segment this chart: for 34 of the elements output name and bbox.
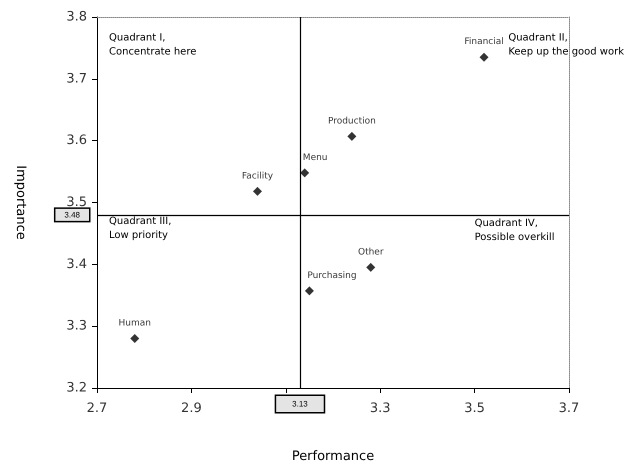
series-label: Other — [358, 247, 384, 258]
point — [480, 52, 489, 62]
y-tick-label: 3.7 — [66, 71, 87, 86]
x-tick-label: 3.3 — [370, 401, 391, 416]
annotation: Quadrant II, Keep up the good work — [508, 32, 624, 58]
x-tick-label: 2.9 — [181, 401, 202, 416]
y-tick-label: 3.6 — [66, 133, 87, 148]
y-axis-title: Importance — [13, 165, 28, 240]
series-label: Menu — [302, 152, 328, 163]
series-label: Production — [328, 116, 376, 126]
annotation: Quadrant III, Low priority — [109, 216, 172, 241]
point — [130, 334, 140, 344]
y-tick-label: 3.8 — [66, 10, 87, 24]
ref-line-label: 3.13 — [292, 400, 308, 408]
series-label: Human — [118, 318, 151, 329]
y-tick-label: 3.3 — [66, 318, 87, 334]
x-axis-title: Performance — [292, 449, 374, 464]
series-label: Financial — [464, 37, 504, 48]
point — [366, 262, 376, 272]
ref-line-label: 3.48 — [64, 210, 81, 220]
point — [300, 168, 310, 178]
x-tick-label: 3.7 — [558, 401, 580, 416]
annotation: Quadrant IV, Possible overkill — [474, 218, 554, 243]
y-tick-label: 3.5 — [66, 195, 87, 210]
x-tick-label: 2.7 — [86, 401, 108, 416]
series-label: Facility — [242, 171, 274, 182]
series-label: Purchasing — [307, 270, 357, 281]
x-tick-label: 3.5 — [464, 401, 485, 416]
y-tick-label: 3.4 — [66, 256, 87, 272]
annotation: Quadrant I, Concentrate here — [109, 32, 196, 58]
y-tick-label: 3.2 — [66, 380, 87, 396]
point — [304, 286, 314, 296]
point — [347, 132, 356, 141]
point — [252, 186, 262, 196]
